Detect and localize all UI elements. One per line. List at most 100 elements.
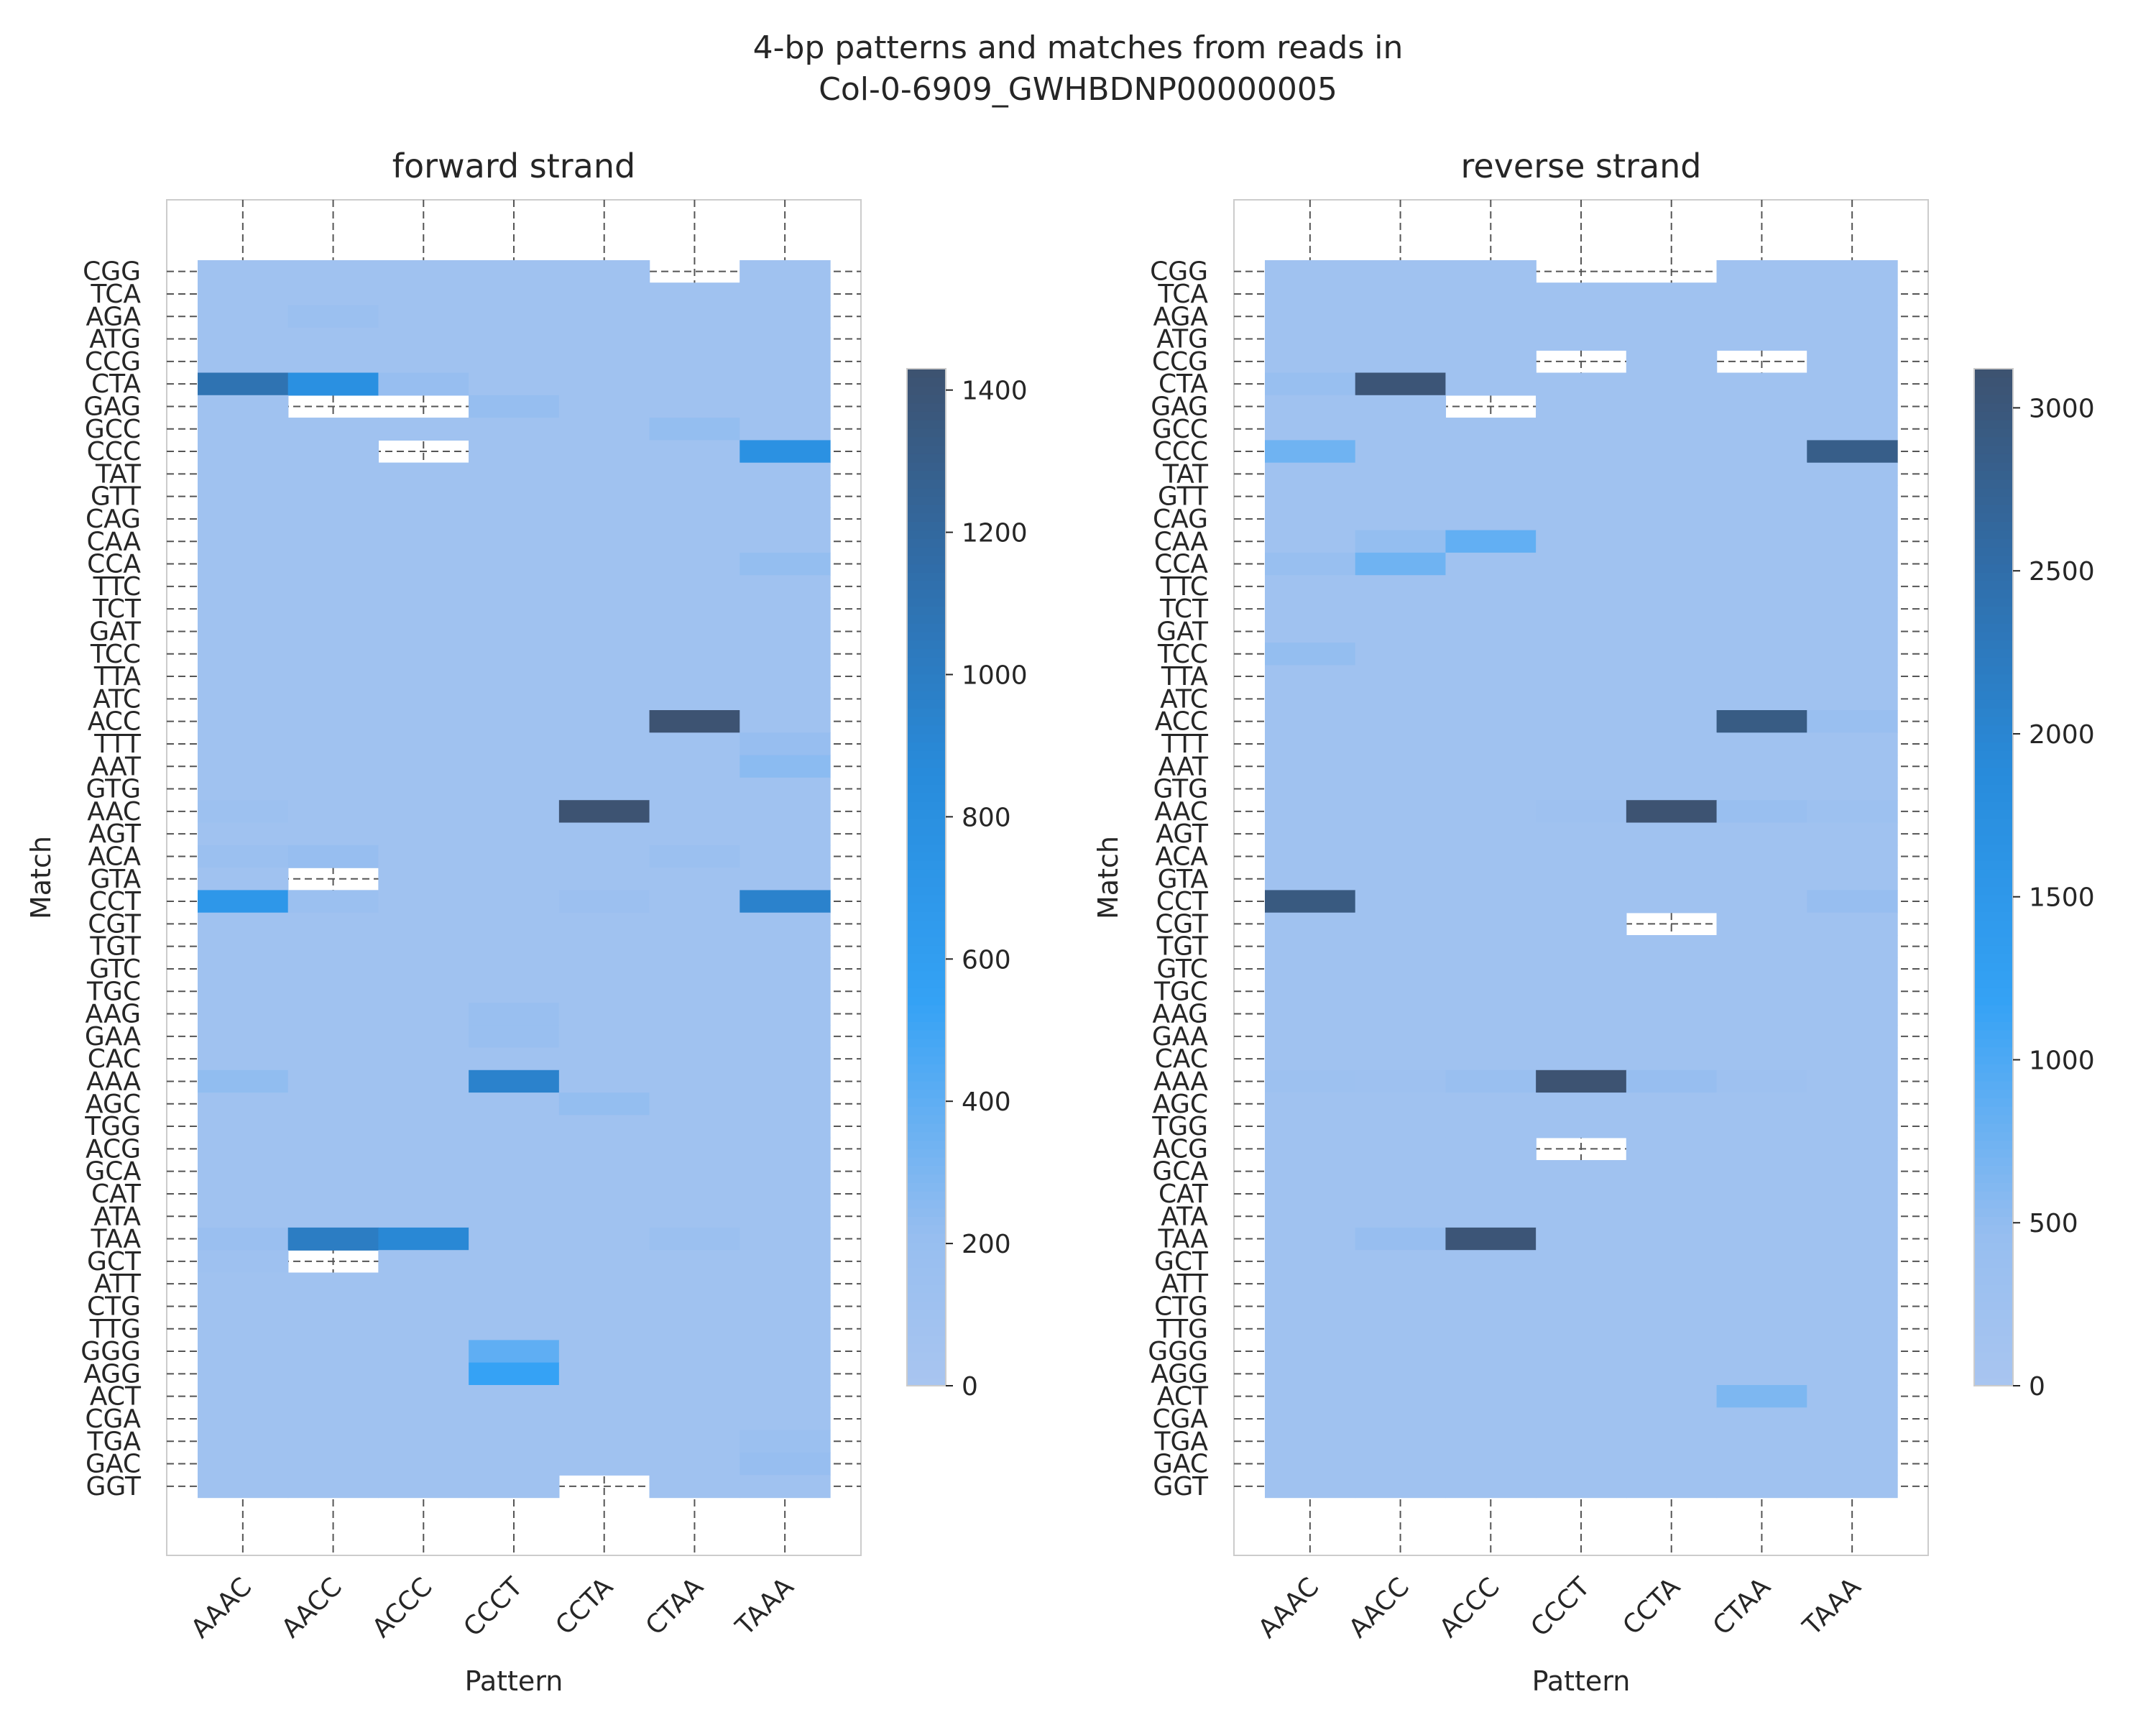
heatmap-cell	[1807, 665, 1898, 689]
heatmap-cell	[1265, 1407, 1356, 1431]
heatmap-cell	[198, 1452, 289, 1476]
heatmap-cell	[558, 1385, 650, 1408]
colorbar-segment	[1974, 385, 2013, 395]
heatmap-cell	[1807, 935, 1898, 958]
heatmap-cell	[1445, 1407, 1537, 1431]
heatmap-cell	[1265, 822, 1356, 846]
heatmap-cell	[649, 282, 740, 306]
heatmap-cell	[558, 957, 650, 981]
heatmap-cell	[287, 1115, 379, 1138]
heatmap-cell	[740, 305, 831, 328]
colorbar-segment	[907, 436, 946, 446]
heatmap-cell	[1716, 1294, 1807, 1318]
heatmap-cell	[469, 282, 560, 306]
heatmap-cell	[1536, 485, 1627, 508]
colorbar-segment	[907, 555, 946, 565]
heatmap-cell	[1445, 530, 1537, 553]
colorbar-segment	[907, 402, 946, 412]
colorbar-segment	[907, 1131, 946, 1141]
y-tick-label: CAG	[1153, 505, 1208, 534]
heatmap-cell	[558, 1340, 650, 1363]
heatmap-cell	[1536, 935, 1627, 958]
heatmap-cell	[1536, 800, 1627, 824]
heatmap-cell	[378, 1340, 469, 1363]
heatmap-cell	[198, 777, 289, 801]
heatmap-cell	[1536, 1182, 1627, 1206]
heatmap-cell	[1536, 1227, 1627, 1251]
heatmap-cell	[469, 1092, 560, 1116]
heatmap-cell	[198, 1227, 289, 1251]
heatmap-cell	[1807, 777, 1898, 801]
colorbar-segment	[1974, 860, 2013, 870]
heatmap-cell	[378, 485, 469, 508]
x-tick-label: ACCC	[367, 1572, 438, 1643]
heatmap-cell	[1626, 440, 1718, 464]
colorbar-segment	[1974, 1250, 2013, 1260]
colorbar-segment	[907, 538, 946, 548]
heatmap-cell	[1716, 1137, 1807, 1161]
heatmap-cell	[1716, 530, 1807, 553]
heatmap-cell	[1355, 1272, 1447, 1296]
colorbar-segment	[1974, 1301, 2013, 1310]
y-tick-label: GTT	[1158, 482, 1209, 512]
colorbar-segment	[1974, 504, 2013, 514]
heatmap-cell	[1265, 282, 1356, 306]
heatmap-cell	[1536, 845, 1627, 868]
heatmap-cell	[1536, 418, 1627, 441]
heatmap-cell	[1355, 980, 1447, 1003]
heatmap-cell	[1445, 980, 1537, 1003]
heatmap-cell	[378, 305, 469, 328]
heatmap-cell	[649, 575, 740, 599]
y-tick-label: GTC	[1156, 954, 1208, 984]
heatmap-cell	[198, 1137, 289, 1161]
heatmap-cell	[1807, 800, 1898, 824]
y-tick-label: AGA	[86, 302, 141, 331]
cell-overlay	[1265, 260, 1898, 1499]
heatmap-cell	[649, 980, 740, 1003]
colorbar-segment	[1974, 631, 2013, 641]
heatmap-cell	[740, 710, 831, 733]
heatmap-cell	[740, 260, 831, 283]
heatmap-cell	[287, 1025, 379, 1049]
heatmap-cell	[740, 327, 831, 351]
heatmap-cell	[198, 575, 289, 599]
heatmap-cell	[740, 1092, 831, 1116]
heatmap-cell	[558, 1205, 650, 1228]
heatmap-cell	[1355, 1160, 1447, 1183]
y-tick-label: TTT	[93, 730, 142, 759]
heatmap-cell	[469, 845, 560, 868]
heatmap-cell	[1626, 1340, 1718, 1363]
heatmap-cell	[1807, 1430, 1898, 1453]
heatmap-cell	[1807, 980, 1898, 1003]
colorbar-frame	[1973, 368, 2014, 1386]
heatmap-cell	[1716, 395, 1807, 418]
heatmap-cell	[1626, 395, 1718, 418]
heatmap-cell	[287, 957, 379, 981]
colorbar-segment	[907, 1038, 946, 1048]
heatmap-cell	[1536, 597, 1627, 621]
heatmap-cell	[198, 1407, 289, 1431]
heatmap-cell	[1807, 575, 1898, 599]
heatmap-cell	[649, 687, 740, 711]
heatmap-cell	[198, 350, 289, 374]
heatmap-cell	[1265, 1092, 1356, 1116]
heatmap-cell	[1536, 1452, 1627, 1476]
heatmap-cell	[1355, 710, 1447, 733]
heatmap-cell	[1626, 1294, 1718, 1318]
y-tick-label: TCT	[1159, 594, 1209, 624]
heatmap-cell	[198, 1160, 289, 1183]
heatmap-cell	[558, 777, 650, 801]
colorbar-tick-label: 600	[962, 945, 1011, 975]
y-tick-label: GTG	[86, 775, 142, 804]
heatmap-cell	[649, 800, 740, 824]
heatmap-cell	[1716, 845, 1807, 868]
heatmap-cell	[740, 1115, 831, 1138]
colorbar-segment	[907, 504, 946, 514]
heatmap-cell	[1716, 1250, 1807, 1274]
heatmap-cell	[649, 665, 740, 689]
colorbar-segment	[907, 953, 946, 963]
heatmap-cell	[287, 1362, 379, 1386]
heatmap-cell	[740, 1205, 831, 1228]
heatmap-cell	[649, 372, 740, 396]
heatmap-cell	[558, 1160, 650, 1183]
